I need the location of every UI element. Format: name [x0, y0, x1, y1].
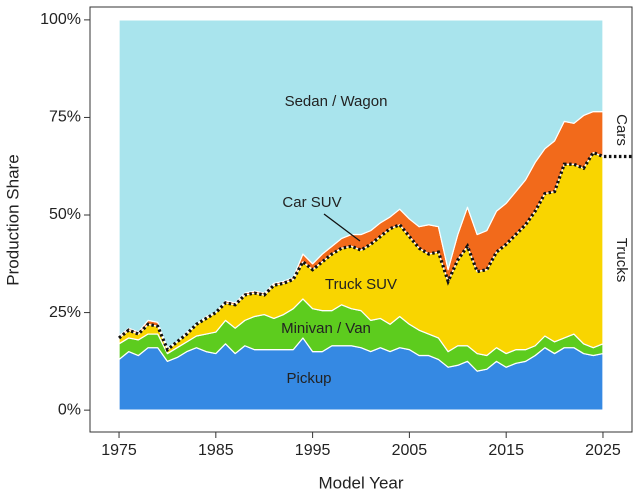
y-tick-label: 0%	[58, 401, 81, 418]
region-label: Trucks	[613, 238, 630, 282]
series-label: Pickup	[286, 370, 331, 387]
divider-line	[118, 150, 632, 353]
x-tick-label: 2015	[488, 442, 524, 459]
label-pointer	[323, 213, 361, 242]
x-tick-label: 1995	[295, 442, 331, 459]
y-tick-label: 75%	[49, 109, 81, 126]
y-tick-label: 50%	[49, 206, 81, 223]
x-axis-title: Model Year	[318, 473, 403, 492]
area	[118, 19, 604, 349]
x-tick-label: 2025	[585, 442, 621, 459]
x-tick-label: 1985	[198, 442, 234, 459]
series-label: Minivan / Van	[281, 320, 371, 337]
series-label: Truck SUV	[325, 276, 397, 293]
series-label: Sedan / Wagon	[285, 93, 388, 110]
plot-frame	[89, 6, 633, 433]
series-label: Car SUV	[282, 194, 341, 211]
y-tick-label: 25%	[49, 304, 81, 321]
x-tick-label: 1975	[101, 442, 137, 459]
y-axis-title: Production Share	[3, 154, 22, 285]
region-label: Cars	[613, 114, 630, 146]
x-tick-label: 2005	[392, 442, 428, 459]
y-tick-label: 100%	[40, 11, 81, 28]
